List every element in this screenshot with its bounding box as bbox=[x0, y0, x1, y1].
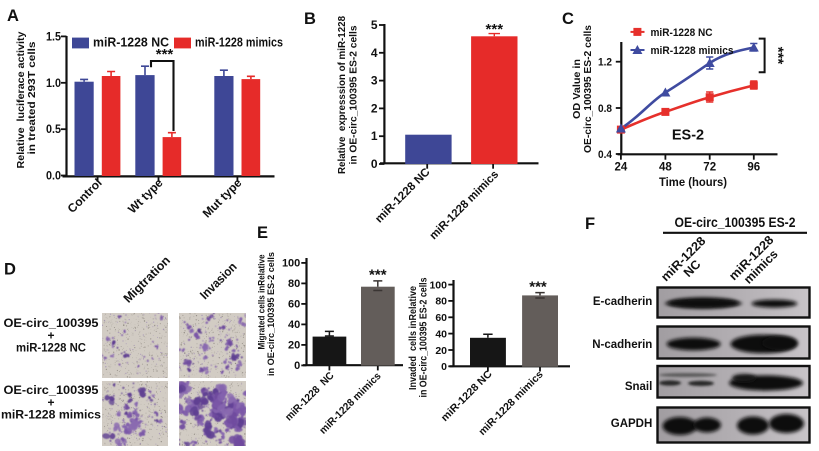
svg-text:+: + bbox=[47, 396, 54, 410]
svg-text:80: 80 bbox=[288, 278, 300, 290]
svg-text:***: *** bbox=[486, 21, 504, 38]
svg-text:0: 0 bbox=[441, 361, 447, 373]
svg-text:Relative expresssion of miR-1: Relative expresssion of miR-1228 bbox=[336, 16, 348, 174]
svg-text:60: 60 bbox=[288, 299, 300, 311]
svg-text:B: B bbox=[304, 10, 316, 28]
svg-text:1.2: 1.2 bbox=[598, 57, 612, 69]
svg-text:***: *** bbox=[529, 279, 547, 296]
svg-text:Relative luciferace activity: Relative luciferace activity bbox=[15, 31, 27, 168]
svg-text:D: D bbox=[4, 261, 16, 279]
svg-text:C: C bbox=[562, 10, 574, 28]
svg-text:4: 4 bbox=[371, 46, 378, 60]
svg-text:1.5: 1.5 bbox=[46, 31, 62, 43]
svg-text:miR-1228 mimics: miR-1228 mimics bbox=[651, 45, 734, 57]
svg-text:Control: Control bbox=[65, 176, 105, 216]
svg-text:ES-2: ES-2 bbox=[672, 128, 704, 144]
svg-text:***: *** bbox=[770, 47, 787, 65]
svg-text:Time (hours): Time (hours) bbox=[659, 175, 727, 189]
svg-text:A: A bbox=[7, 7, 19, 25]
svg-text:OE-circ_100395: OE-circ_100395 bbox=[4, 383, 99, 397]
svg-text:Invasion: Invasion bbox=[197, 260, 239, 302]
svg-text:Invaded cells inRelative: Invaded cells inRelative bbox=[408, 286, 419, 390]
svg-text:0.5: 0.5 bbox=[46, 124, 62, 136]
svg-text:miR-1228 mimics: miR-1228 mimics bbox=[428, 169, 502, 243]
svg-text:72: 72 bbox=[703, 162, 716, 174]
svg-text:in OE-circ_100395 ES-2 cells: in OE-circ_100395 ES-2 cells bbox=[419, 277, 430, 397]
svg-text:E-cadherin: E-cadherin bbox=[593, 296, 652, 308]
svg-text:Wt type: Wt type bbox=[125, 176, 166, 217]
svg-text:40: 40 bbox=[435, 328, 447, 340]
svg-text:miR-1228 NC: miR-1228 NC bbox=[16, 341, 86, 355]
svg-text:3: 3 bbox=[371, 74, 378, 88]
svg-text:20: 20 bbox=[435, 345, 447, 357]
svg-text:OD Value in: OD Value in bbox=[571, 59, 583, 119]
svg-text:100: 100 bbox=[429, 279, 447, 291]
svg-text:OE-circ_100395 ES-2: OE-circ_100395 ES-2 bbox=[675, 215, 796, 230]
svg-text:96: 96 bbox=[747, 162, 760, 174]
svg-text:in treated 293T cells: in treated 293T cells bbox=[26, 41, 38, 154]
svg-text:0: 0 bbox=[294, 360, 300, 372]
svg-text:+: + bbox=[47, 329, 54, 343]
svg-text:OE-circ_100395 ES-2 cells: OE-circ_100395 ES-2 cells bbox=[582, 25, 594, 153]
svg-text:GAPDH: GAPDH bbox=[611, 418, 653, 430]
svg-text:Snail: Snail bbox=[625, 381, 652, 393]
svg-text:0: 0 bbox=[371, 157, 378, 171]
svg-text:miR-1228 mimics: miR-1228 mimics bbox=[1, 408, 101, 422]
svg-text:miR-1228 mimics: miR-1228 mimics bbox=[195, 36, 283, 50]
svg-text:F: F bbox=[585, 215, 595, 233]
svg-text:0.8: 0.8 bbox=[598, 103, 612, 115]
svg-text:miR-1228 NC: miR-1228 NC bbox=[373, 166, 432, 225]
svg-text:40: 40 bbox=[288, 319, 300, 331]
svg-text:N-cadherin: N-cadherin bbox=[592, 339, 652, 351]
svg-text:24: 24 bbox=[615, 162, 628, 174]
svg-text:0.0: 0.0 bbox=[46, 171, 61, 183]
svg-text:1: 1 bbox=[371, 129, 378, 143]
svg-text:60: 60 bbox=[435, 312, 447, 324]
svg-text:miR-1228 NC: miR-1228 NC bbox=[651, 27, 713, 39]
svg-text:in OE-circ_100395 ES-2 cells: in OE-circ_100395 ES-2 cells bbox=[265, 252, 276, 376]
svg-text:***: *** bbox=[156, 46, 174, 63]
svg-text:0.4: 0.4 bbox=[598, 149, 613, 161]
svg-text:E: E bbox=[257, 224, 268, 242]
svg-text:in OE-circ_100395 ES-2 cells: in OE-circ_100395 ES-2 cells bbox=[348, 25, 360, 164]
svg-text:miR-1228: miR-1228 bbox=[658, 234, 708, 284]
svg-text:***: *** bbox=[369, 267, 387, 284]
svg-text:2: 2 bbox=[371, 101, 378, 115]
svg-text:100: 100 bbox=[282, 258, 300, 270]
svg-text:80: 80 bbox=[435, 296, 447, 308]
svg-text:miR-1228 NC: miR-1228 NC bbox=[439, 368, 495, 424]
svg-text:Mut type: Mut type bbox=[200, 176, 245, 221]
svg-text:miR-1228 NC: miR-1228 NC bbox=[93, 36, 169, 50]
svg-text:1.0: 1.0 bbox=[46, 78, 61, 90]
svg-text:Migrated cells inRelative: Migrated cells inRelative bbox=[256, 255, 267, 350]
svg-text:20: 20 bbox=[288, 340, 300, 352]
svg-text:OE-circ_100395: OE-circ_100395 bbox=[4, 316, 99, 330]
svg-text:5: 5 bbox=[371, 18, 378, 32]
svg-text:Migtration: Migtration bbox=[121, 253, 173, 305]
svg-text:48: 48 bbox=[659, 162, 672, 174]
